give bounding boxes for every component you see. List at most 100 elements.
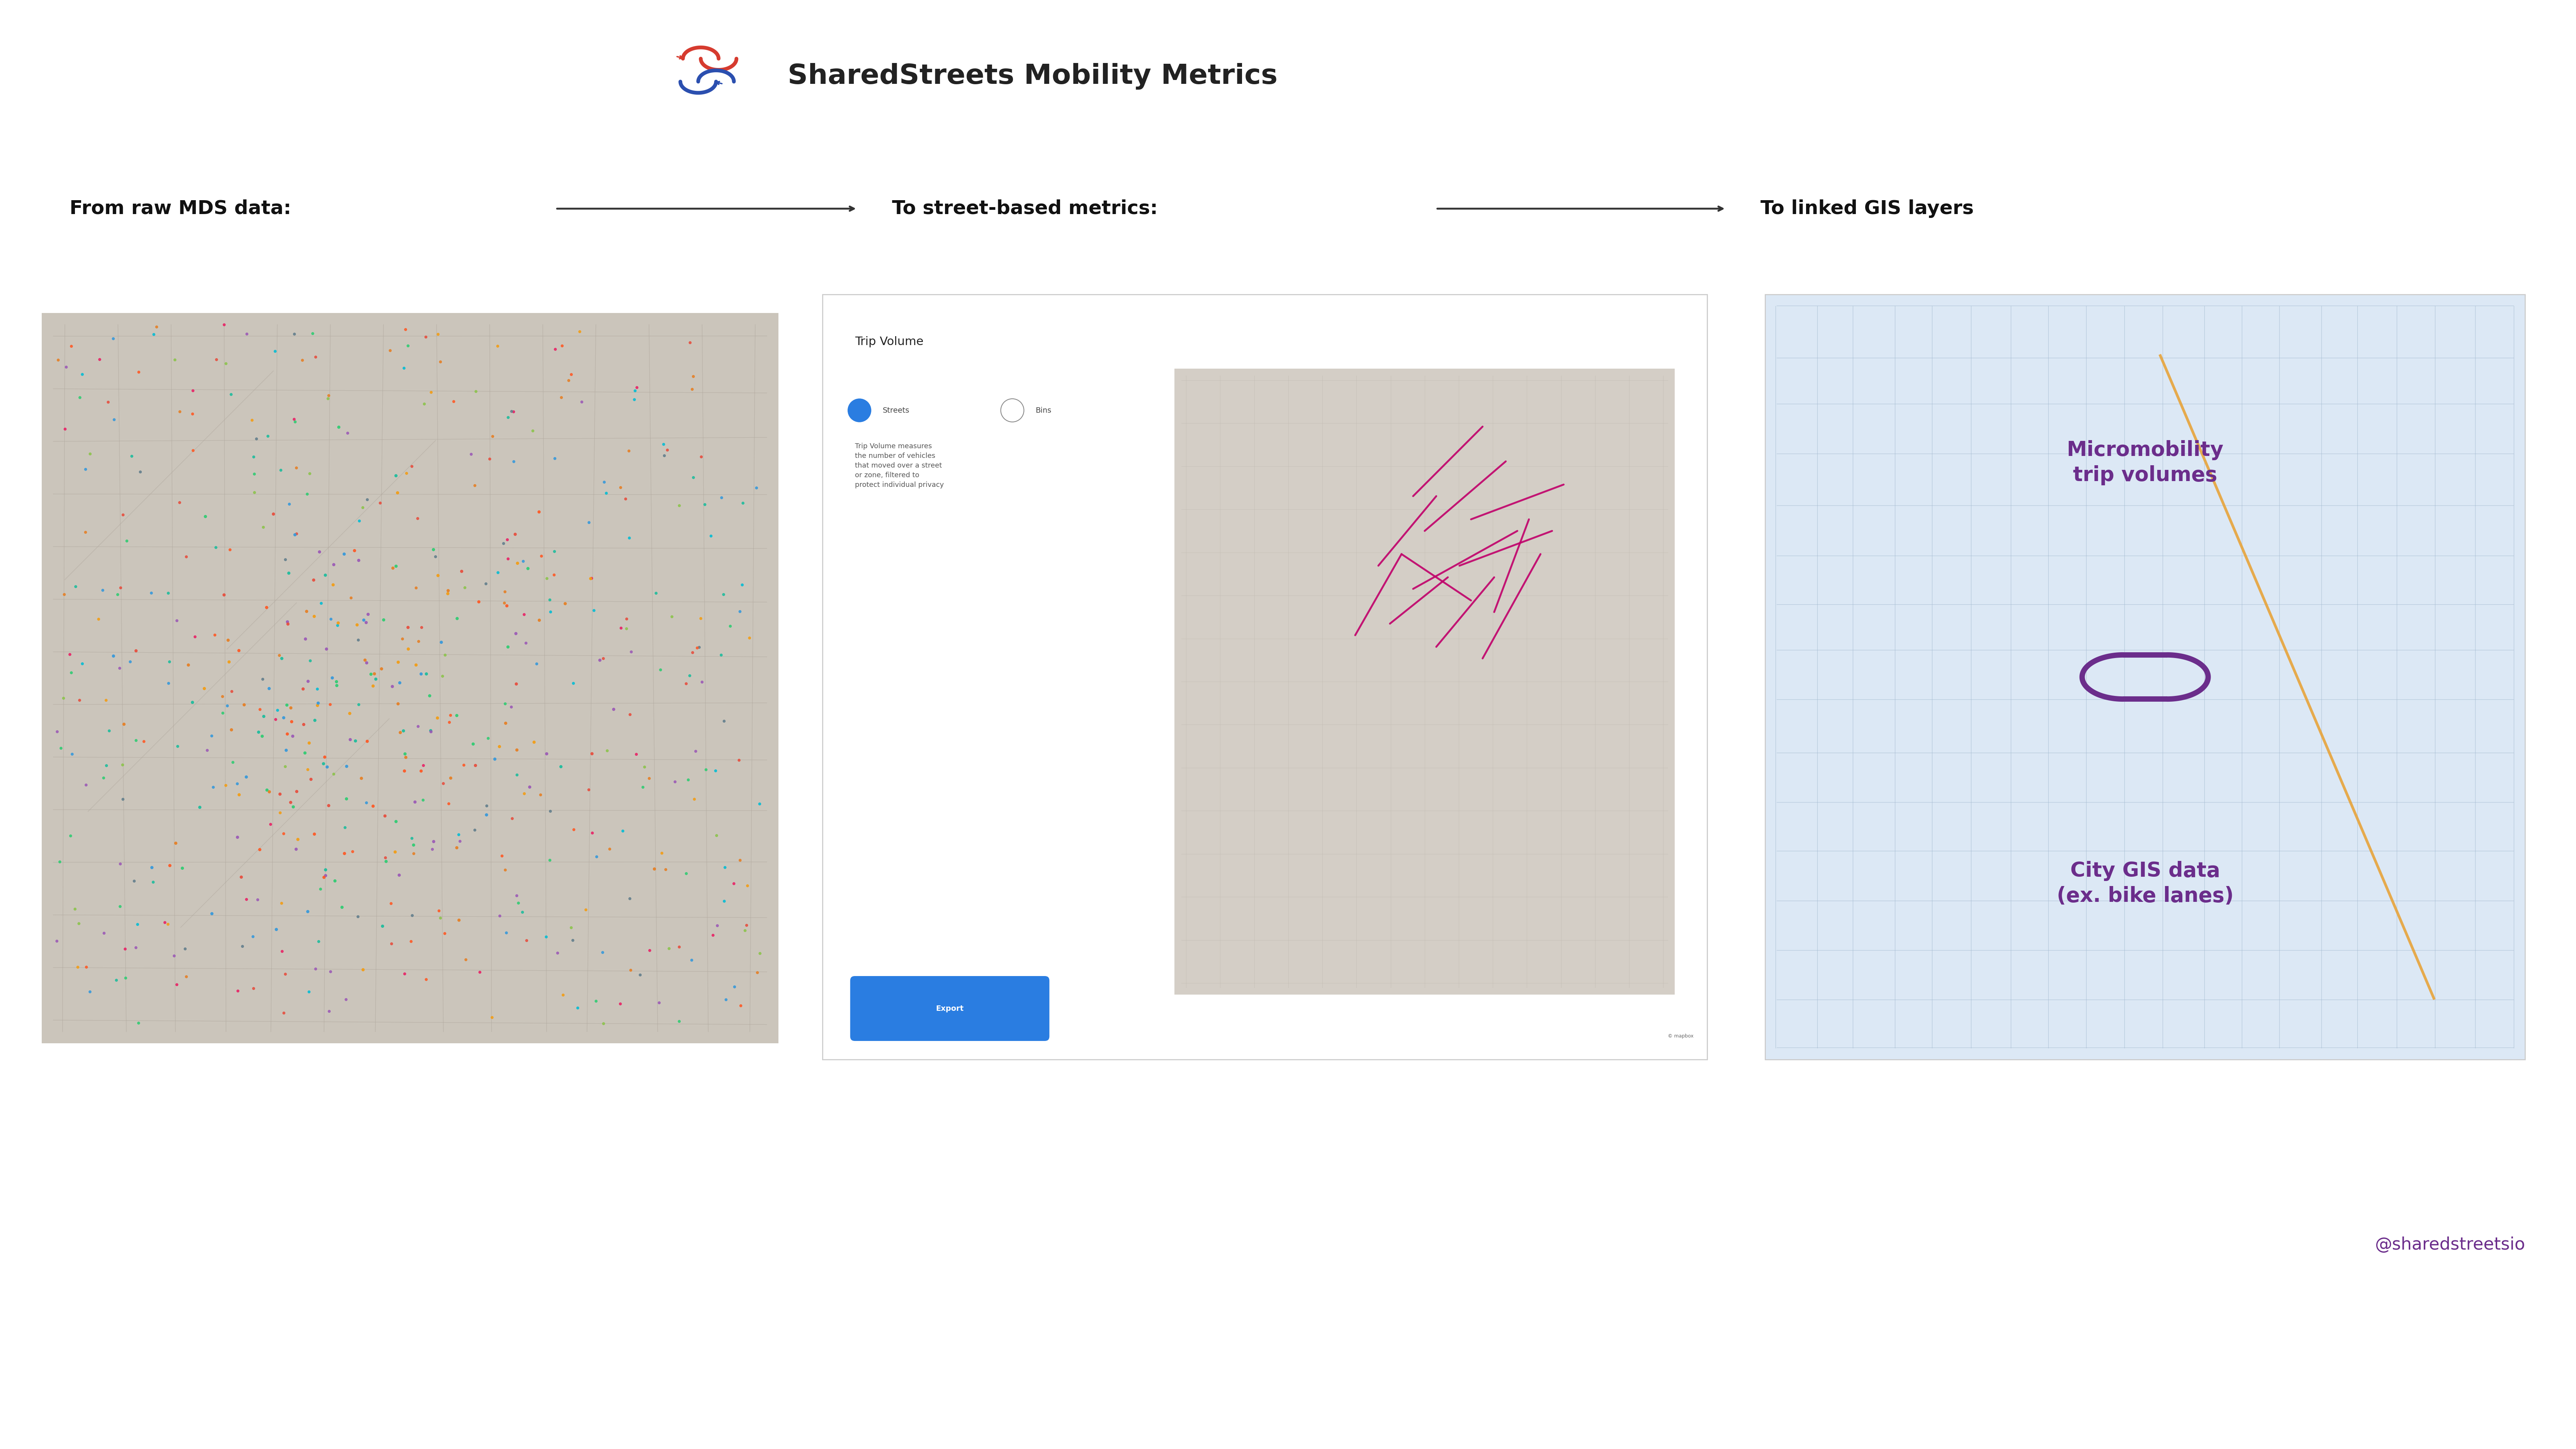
- Point: [57, 955, 98, 978]
- Point: [62, 652, 103, 675]
- Point: [600, 475, 641, 498]
- Point: [721, 491, 762, 514]
- Point: [82, 767, 124, 790]
- Point: [639, 991, 680, 1014]
- Point: [623, 775, 665, 798]
- Point: [482, 532, 523, 555]
- Point: [265, 962, 307, 985]
- Point: [281, 349, 322, 372]
- Point: [276, 838, 317, 861]
- Point: [286, 483, 327, 506]
- Point: [384, 719, 425, 742]
- Point: [407, 662, 448, 685]
- Point: [544, 984, 585, 1007]
- Point: [724, 919, 765, 942]
- Point: [605, 617, 647, 640]
- Point: [495, 523, 536, 546]
- Point: [497, 764, 538, 787]
- Point: [106, 529, 147, 552]
- Point: [585, 481, 626, 504]
- Point: [384, 356, 425, 380]
- Point: [497, 884, 538, 907]
- Point: [131, 581, 173, 604]
- Point: [93, 409, 134, 432]
- Point: [222, 865, 263, 888]
- Point: [590, 838, 631, 861]
- Point: [337, 629, 379, 652]
- Point: [696, 759, 737, 782]
- Point: [368, 339, 410, 362]
- Point: [211, 719, 252, 742]
- Point: [477, 561, 518, 584]
- Point: [677, 636, 719, 659]
- Point: [572, 567, 613, 590]
- Point: [234, 462, 276, 485]
- Point: [289, 669, 330, 693]
- Point: [425, 922, 466, 945]
- Point: [345, 791, 386, 814]
- Point: [435, 704, 477, 727]
- Point: [294, 709, 335, 732]
- Point: [647, 439, 688, 462]
- Point: [144, 911, 185, 935]
- Circle shape: [848, 398, 871, 422]
- Point: [273, 796, 314, 819]
- Point: [247, 677, 289, 700]
- Point: [167, 653, 209, 677]
- Point: [299, 540, 340, 564]
- Point: [446, 948, 487, 971]
- Point: [206, 694, 247, 717]
- Point: [518, 500, 559, 523]
- Point: [232, 445, 273, 468]
- Point: [193, 775, 234, 798]
- Point: [420, 351, 461, 374]
- Point: [258, 643, 299, 667]
- Point: [317, 611, 358, 635]
- Point: [162, 856, 204, 880]
- Point: [224, 693, 265, 716]
- Point: [196, 348, 237, 371]
- Point: [502, 603, 544, 626]
- Point: [234, 481, 276, 504]
- Point: [54, 897, 95, 920]
- Point: [719, 749, 760, 772]
- Point: [371, 675, 412, 698]
- Point: [299, 930, 340, 953]
- Point: [268, 562, 309, 585]
- Point: [209, 538, 250, 561]
- Point: [219, 782, 260, 806]
- Point: [528, 588, 569, 611]
- Point: [371, 932, 412, 955]
- Point: [268, 723, 309, 746]
- Point: [273, 323, 314, 346]
- Point: [386, 462, 428, 485]
- Point: [379, 722, 420, 745]
- Point: [155, 348, 196, 371]
- Point: [80, 348, 121, 371]
- Point: [379, 651, 420, 674]
- Point: [422, 665, 464, 688]
- Circle shape: [999, 398, 1023, 422]
- Point: [216, 772, 258, 796]
- Point: [64, 520, 106, 543]
- Point: [82, 578, 124, 601]
- Point: [376, 810, 417, 833]
- Point: [355, 668, 397, 691]
- Point: [100, 852, 142, 875]
- Point: [250, 780, 291, 803]
- Point: [739, 942, 781, 965]
- Point: [204, 584, 245, 607]
- Point: [247, 778, 289, 801]
- Point: [134, 323, 175, 346]
- Point: [544, 593, 585, 616]
- Point: [412, 538, 453, 561]
- FancyBboxPatch shape: [1175, 368, 1674, 994]
- Point: [703, 890, 744, 913]
- Point: [562, 390, 603, 413]
- Point: [466, 572, 507, 596]
- Point: [417, 900, 459, 923]
- Text: Export: Export: [935, 1004, 963, 1013]
- Point: [206, 352, 247, 375]
- Point: [118, 461, 160, 484]
- Point: [672, 467, 714, 490]
